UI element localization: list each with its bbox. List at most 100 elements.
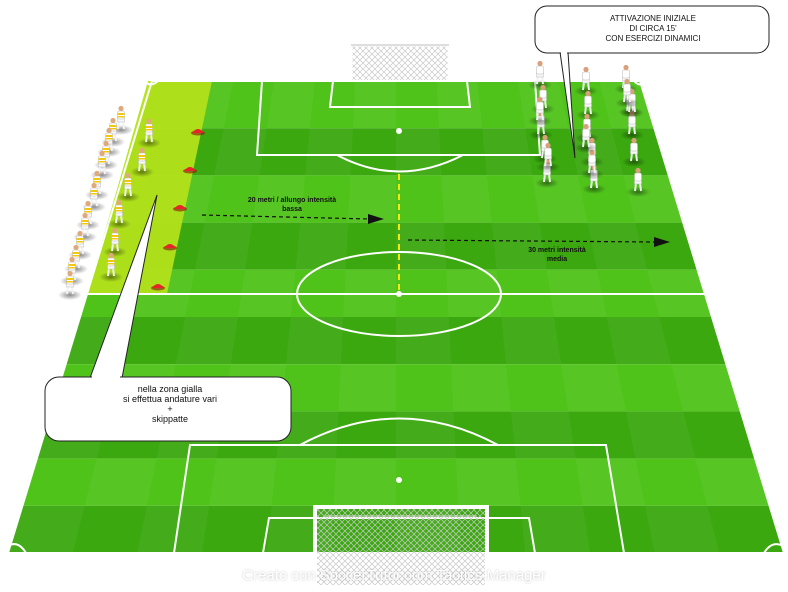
player-head	[537, 60, 543, 67]
player-leg	[129, 187, 132, 197]
pitch-checker-cell	[561, 364, 626, 412]
corner-arc	[763, 543, 784, 554]
player-shadow	[107, 219, 131, 229]
pitch-checker-cell	[333, 458, 396, 506]
cones	[151, 129, 205, 291]
player-white	[615, 78, 639, 108]
player-leg	[582, 81, 585, 91]
player-white	[574, 123, 598, 153]
player-head	[94, 170, 100, 177]
player-leg	[138, 162, 141, 172]
player-shirt-stripe	[102, 151, 110, 153]
player-leg	[634, 182, 637, 192]
player-head	[103, 140, 109, 147]
player-shirt-stripe	[98, 158, 106, 160]
player-shirt-stripe	[72, 252, 80, 254]
pitch-checker-cell	[295, 222, 349, 270]
pitch-checker-cell	[455, 458, 521, 506]
player-shirt-stripe	[84, 211, 92, 213]
player-head	[73, 244, 79, 251]
player-shadow	[620, 130, 644, 140]
player-shadow	[116, 192, 140, 202]
pitch-checker-cell	[175, 317, 238, 365]
right-arrow-label-line-1: 30 metri intensità	[528, 247, 586, 254]
player-leg	[124, 187, 127, 197]
player-leg	[548, 173, 551, 183]
player-shadow	[64, 264, 88, 274]
player-shirt-stripe	[98, 161, 106, 163]
player-leg	[590, 179, 593, 189]
player-shadow	[58, 290, 82, 300]
pitch-checker-cell	[671, 364, 741, 412]
player-head	[545, 142, 551, 149]
player-head	[106, 127, 112, 134]
player-shadow	[622, 157, 646, 167]
player-shirt-stripe	[105, 138, 113, 140]
player-shirt-stripe	[124, 183, 132, 185]
player-leg	[81, 245, 84, 255]
player-leg	[77, 259, 80, 269]
player-leg	[541, 75, 544, 85]
cone	[184, 167, 196, 171]
pitch-checker-cell	[451, 364, 511, 412]
player-shirt	[623, 83, 631, 93]
arrow-30m-head	[654, 237, 670, 247]
bottom-callout-bubble	[44, 376, 292, 442]
player-leg	[66, 285, 69, 295]
player-shirt	[582, 71, 590, 81]
left-arrow-label: 20 metri / allungo intensità bassa	[222, 196, 362, 214]
top-callout-bubble	[534, 5, 770, 54]
bottom-callout-text: nella zona gialla si effettua andature v…	[60, 384, 280, 424]
player-leg	[587, 138, 590, 148]
player-white	[580, 149, 604, 179]
player-yellow	[137, 118, 161, 148]
player-leg	[633, 125, 636, 135]
player-leg	[112, 267, 115, 277]
player-leg	[595, 179, 598, 189]
top-goal-net	[351, 45, 449, 80]
player-leg	[542, 125, 545, 135]
player-shirt	[634, 172, 642, 182]
callout-bubbles	[44, 5, 770, 442]
player-leg	[107, 155, 110, 165]
player-leg	[635, 152, 638, 162]
player-head	[542, 134, 548, 141]
player-white	[536, 142, 560, 172]
player-leg	[587, 81, 590, 91]
player-shirt-stripe	[102, 148, 110, 150]
cone	[174, 205, 186, 209]
player-yellow	[116, 172, 140, 202]
pitch-checker-cell	[338, 364, 396, 412]
pitch-stripe	[137, 81, 655, 129]
player-shadow	[94, 160, 118, 170]
player-shadow	[574, 86, 598, 96]
player-shadow	[103, 247, 127, 257]
player-leg	[150, 133, 153, 143]
player-leg	[593, 164, 596, 174]
player-leg	[115, 214, 118, 224]
player-head	[583, 123, 589, 130]
player-shirt	[536, 65, 544, 75]
player-shirt-stripe	[105, 135, 113, 137]
player-head	[77, 230, 83, 237]
player-leg	[73, 271, 76, 281]
player-shirt-stripe	[124, 180, 132, 182]
player-yellow	[107, 199, 131, 229]
pitch-checker-cell	[482, 128, 533, 176]
player-leg	[103, 165, 106, 175]
player-shadow	[574, 143, 598, 153]
player-leg	[90, 197, 93, 207]
pitch-checker-cell	[510, 411, 576, 459]
player-leg	[544, 99, 547, 109]
player-shirt-stripe	[138, 158, 146, 160]
bottom-goal-net	[315, 507, 487, 585]
player-shirt-stripe	[68, 267, 76, 269]
pitch-checker-cell	[305, 128, 353, 176]
player-white	[574, 66, 598, 96]
player-shirt-stripe	[109, 128, 117, 130]
player-shadow	[529, 130, 553, 140]
pitch-checker-cell	[501, 317, 562, 365]
player-shirt-stripe	[111, 238, 119, 240]
top-callout-line-1: ATTIVAZIONE INIZIALE	[610, 14, 696, 23]
